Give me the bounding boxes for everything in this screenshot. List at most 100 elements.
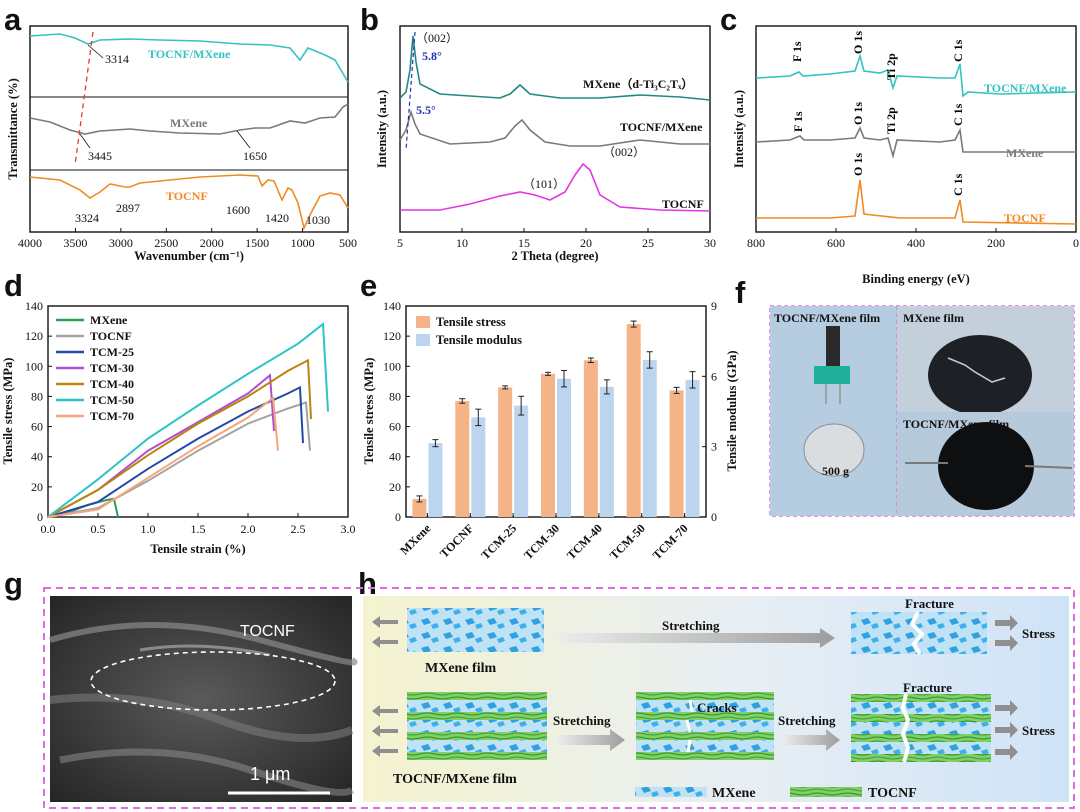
chart-b-x-ticks: 5 10 15 20 25 30 [397, 228, 716, 250]
chart-a-line-tocnf [29, 174, 349, 231]
chart-e-bars: MXene TOCNF TCM-25 TCM-30 TCM-40 TCM-50 TCM-70 [397, 320, 700, 562]
schematic-legend-tocnf: TOCNF [868, 786, 917, 801]
chart-e-yticklabel-3: 60 [389, 420, 401, 434]
schematic-mxene-film [407, 608, 544, 652]
chart-e-legend-swatch-0 [416, 316, 430, 328]
chart-b: （002） 5.8° 5.5° （101） （002） MXene（d-Ti₃C… [375, 25, 716, 263]
schematic-arrow-right-2 [995, 635, 1018, 651]
schematic-arrow-right-5 [995, 744, 1018, 760]
chart-d-legend: MXene TOCNF TCM-25 TCM-30 TCM-40 TCM-50 TCM-70 [56, 313, 134, 423]
chart-e-bar-0-2 [498, 387, 513, 517]
schematic-composite-film [407, 692, 547, 760]
schematic-fracture-line-1 [909, 611, 925, 656]
chart-d-lines [47, 322, 329, 518]
chart-e-yticklabel-4: 80 [389, 389, 401, 403]
photo-f-weight [803, 423, 865, 477]
chart-b-line-tocnf [400, 162, 711, 212]
chart-d-ticks: 0.0 0.5 1.0 1.5 2.0 2.5 3.0 0 20 40 60 80 100 120 140 [25, 299, 356, 536]
chart-e-y2ticklabel-0: 0 [711, 510, 717, 524]
schematic-label-stretching-1: Stretching [662, 618, 720, 633]
chart-d-yticklabel-5: 100 [25, 359, 43, 373]
chart-a-x-ticks: 4000 3500 3000 2500 2000 1500 1000 500 [18, 228, 357, 250]
chart-e-bar-1-0 [428, 443, 443, 517]
a-xticks-ticklabel-4: 2000 [200, 236, 224, 250]
chart-d-yticklabel-7: 140 [25, 299, 43, 313]
chart-d-xticklabel-1: 0.5 [91, 522, 106, 536]
chart-d-xticklabel-2: 1.0 [141, 522, 156, 536]
schematic-legend-tocnf-swatch [790, 787, 862, 797]
chart-e-category-3: TCM-30 [521, 521, 562, 562]
chart-e-category-4: TCM-40 [564, 521, 605, 562]
chart-d-xticklabel-5: 2.5 [291, 522, 306, 536]
chart-c-xlabel: Binding energy (eV) [862, 272, 970, 286]
chart-c-peak-c1s-1: C 1s [951, 39, 965, 62]
chart-d-yticklabel-6: 120 [25, 329, 43, 343]
schematic-label-mxene-film: MXene film [425, 661, 496, 676]
chart-e-bar-1-6 [685, 379, 700, 517]
panel-label-c: c [720, 2, 737, 37]
b-xticks-ticklabel-4: 25 [642, 236, 654, 250]
chart-e-yticklabel-1: 20 [389, 480, 401, 494]
photo-f-binder-clip [814, 366, 850, 384]
chart-e-bar-0-3 [541, 373, 555, 517]
chart-a-xlabel: Wavenumber (cm⁻¹) [134, 249, 244, 263]
schematic-arrow-right-4 [995, 722, 1018, 738]
chart-d-legend-label-1: TOCNF [90, 329, 132, 343]
chart-e-yticklabel-7: 140 [383, 299, 401, 313]
chart-e-ticks: 0 20 40 60 80 100 120 140 0 3 6 9 [383, 299, 717, 524]
chart-d-series-6 [47, 395, 279, 518]
chart-a: 3314 TOCNF/MXene 3445 MXene 1650 3324 28… [6, 25, 357, 263]
chart-b-xlabel: 2 Theta (degree) [511, 249, 598, 263]
photo-panel-g: TOCNF 1 μm [49, 596, 358, 802]
photo-f-mxene-crack [947, 357, 1006, 383]
chart-b-annotation-002-mxene: （002） [416, 31, 458, 45]
chart-e-legend-label-1: Tensile modulus [436, 333, 522, 347]
chart-c-peak-c1s-2: C 1s [951, 103, 965, 126]
schematic-legend-mxene-swatch [635, 787, 707, 797]
chart-c-series-label-tocnf-mxene: TOCNF/MXene [984, 81, 1067, 95]
a-xticks-ticklabel-2: 3000 [109, 236, 133, 250]
chart-d-ylabel: Tensile stress (MPa) [1, 358, 15, 465]
chart-a-line-tocnf-mxene [29, 33, 349, 83]
sem-fiber-3 [59, 748, 355, 796]
chart-e-bar-1-2 [514, 405, 529, 517]
chart-c-series-label-tocnf: TOCNF [1004, 211, 1046, 225]
chart-e-legend-label-0: Tensile stress [436, 315, 506, 329]
chart-e-bar-1-1 [471, 417, 486, 517]
chart-d-legend-label-0: MXene [90, 313, 128, 327]
chart-a-peak-1650: 1650 [243, 149, 267, 163]
chart-a-peak-1030: 1030 [306, 213, 330, 227]
chart-e-yticklabel-6: 120 [383, 329, 401, 343]
chart-a-ylabel: Transmittance (%) [6, 78, 20, 179]
chart-d: 0.0 0.5 1.0 1.5 2.0 2.5 3.0020406080100120140 … [1, 299, 356, 556]
sem-scale-label: 1 μm [250, 764, 290, 784]
chart-e-ylabel: Tensile stress (MPa) [362, 358, 376, 465]
b-xticks-ticklabel-2: 15 [518, 236, 530, 250]
chart-d-yticklabel-3: 60 [31, 420, 43, 434]
chart-d-legend-label-3: TCM-30 [90, 361, 134, 375]
panel-label-d: d [4, 268, 23, 303]
chart-b-annotation-002-tocnf: （002） [603, 145, 645, 159]
chart-c: F 1s O 1s Ti 2p C 1s TOCNF/MXene F 1s O … [732, 25, 1079, 286]
chart-e-bar-0-4 [583, 360, 598, 517]
chart-e-category-1: TOCNF [437, 521, 476, 560]
panel-label-b: b [360, 2, 379, 37]
panel-label-a: a [4, 2, 22, 37]
b-xticks-ticklabel-0: 5 [397, 236, 403, 250]
panel-label-h: h [358, 566, 377, 601]
c-xticks-ticklabel-2: 400 [907, 236, 925, 250]
panel-label-f: f [735, 275, 746, 310]
a-xticks-ticklabel-5: 1500 [245, 236, 269, 250]
sem-fiber-2 [49, 693, 354, 742]
chart-d-legend-label-4: TCM-40 [90, 377, 134, 391]
chart-d-yticklabel-1: 20 [31, 480, 43, 494]
schematic-arrow-left-5 [372, 745, 398, 757]
chart-b-dashed-guide [405, 31, 416, 151]
chart-e-bar-1-4 [599, 386, 614, 517]
chart-b-ylabel: Intensity (a.u.) [375, 90, 389, 168]
chart-c-line-tocnf-mxene [755, 53, 1077, 98]
schematic-arrow-right-1 [995, 615, 1018, 631]
chart-e-yticklabel-5: 100 [383, 359, 401, 373]
chart-a-line-mxene [29, 103, 349, 135]
